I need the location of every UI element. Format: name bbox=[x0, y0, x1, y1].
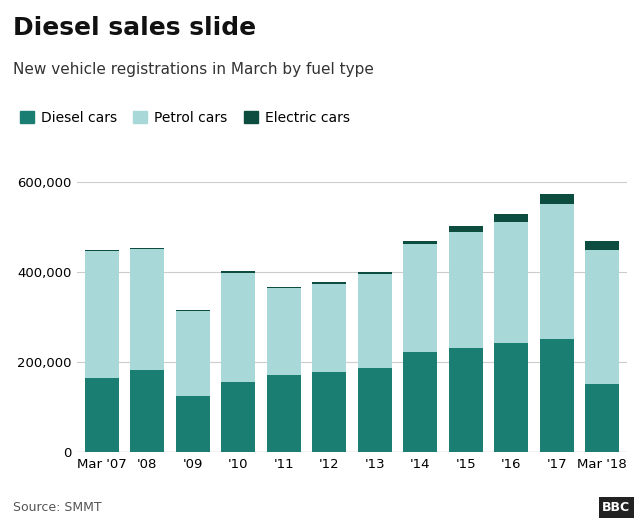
Bar bbox=[585, 384, 620, 452]
Bar bbox=[131, 248, 164, 249]
Text: BBC: BBC bbox=[602, 501, 630, 514]
Bar bbox=[494, 222, 528, 343]
Bar bbox=[403, 244, 437, 353]
Bar bbox=[403, 353, 437, 452]
Bar bbox=[403, 241, 437, 244]
Bar bbox=[312, 284, 346, 372]
Bar bbox=[84, 250, 119, 251]
Bar bbox=[221, 271, 255, 272]
Bar bbox=[540, 339, 573, 452]
Bar bbox=[449, 348, 483, 452]
Bar bbox=[267, 375, 301, 452]
Bar bbox=[131, 249, 164, 370]
Text: Diesel sales slide: Diesel sales slide bbox=[13, 16, 256, 40]
Bar bbox=[84, 251, 119, 378]
Bar bbox=[358, 275, 392, 368]
Bar bbox=[540, 194, 573, 204]
Bar bbox=[585, 241, 620, 250]
Text: Source: SMMT: Source: SMMT bbox=[13, 501, 101, 514]
Bar bbox=[312, 282, 346, 284]
Bar bbox=[494, 214, 528, 222]
Bar bbox=[84, 378, 119, 452]
Bar bbox=[449, 232, 483, 348]
Bar bbox=[221, 382, 255, 452]
Legend: Diesel cars, Petrol cars, Electric cars: Diesel cars, Petrol cars, Electric cars bbox=[20, 111, 350, 125]
Bar bbox=[176, 310, 210, 311]
Bar bbox=[494, 343, 528, 452]
Bar bbox=[358, 272, 392, 275]
Bar bbox=[176, 311, 210, 396]
Text: New vehicle registrations in March by fuel type: New vehicle registrations in March by fu… bbox=[13, 62, 374, 77]
Bar bbox=[585, 250, 620, 384]
Bar bbox=[221, 272, 255, 382]
Bar bbox=[540, 204, 573, 339]
Bar bbox=[449, 226, 483, 232]
Bar bbox=[267, 288, 301, 375]
Bar bbox=[267, 287, 301, 288]
Bar bbox=[312, 372, 346, 452]
Bar bbox=[131, 370, 164, 452]
Bar bbox=[358, 368, 392, 452]
Bar bbox=[176, 396, 210, 452]
